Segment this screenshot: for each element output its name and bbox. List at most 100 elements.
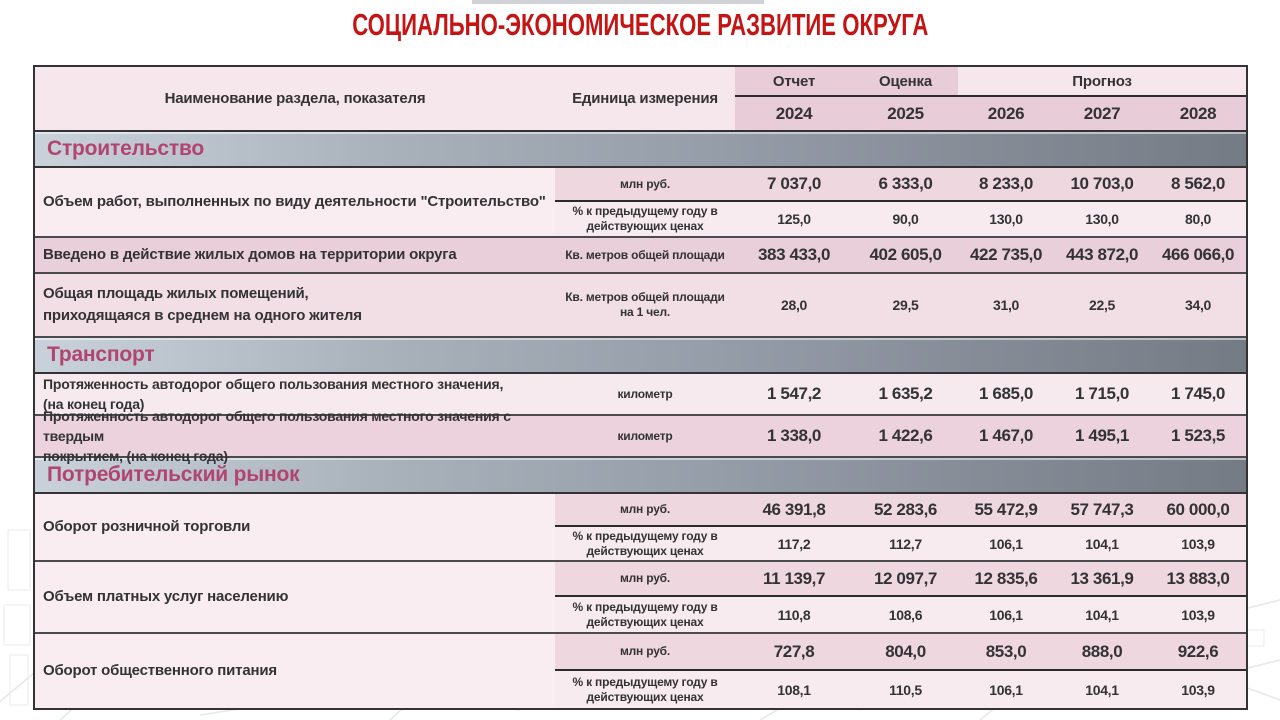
- value-2025: 52 283,6: [853, 494, 958, 527]
- header-year-2026: 2026: [958, 97, 1054, 130]
- value-2026: 12 835,6: [958, 562, 1054, 597]
- value-2027: 10 703,0: [1054, 168, 1150, 202]
- row-unit: млн руб.: [555, 562, 735, 597]
- value-2024: 383 433,0: [735, 238, 853, 272]
- header-year-2027: 2027: [1054, 97, 1150, 130]
- table-row: Общая площадь жилых помещений, приходяща…: [35, 274, 1246, 338]
- slide-header: СОЦИАЛЬНО-ЭКОНОМИЧЕСКОЕ РАЗВИТИЕ ОКРУГА: [0, 8, 1280, 42]
- value-2027: 130,0: [1054, 202, 1150, 236]
- value-2024: 11 139,7: [735, 562, 853, 597]
- row-label: Протяженность автодорог общего пользован…: [35, 374, 555, 414]
- value-2025: 108,6: [853, 597, 958, 632]
- value-2024: 125,0: [735, 202, 853, 236]
- value-2027: 443 872,0: [1054, 238, 1150, 272]
- header-estimate: Оценка: [853, 67, 958, 97]
- value-2024: 1 338,0: [735, 416, 853, 456]
- section-title: Строительство: [47, 137, 205, 160]
- value-2027: 57 747,3: [1054, 494, 1150, 527]
- row-label: Введено в действие жилых домов на террит…: [35, 238, 555, 272]
- value-2027: 13 361,9: [1054, 562, 1150, 597]
- value-2025: 90,0: [853, 202, 958, 236]
- value-2027: 104,1: [1054, 527, 1150, 560]
- table-row: Оборот розничной торговли млн руб. 46 39…: [35, 494, 1246, 562]
- value-2026: 130,0: [958, 202, 1054, 236]
- table-header: Наименование раздела, показателя Единица…: [35, 67, 1246, 132]
- value-2026: 1 685,0: [958, 374, 1054, 414]
- row-unit: километр: [555, 374, 735, 414]
- header-name-column: Наименование раздела, показателя: [35, 67, 555, 130]
- value-2027: 104,1: [1054, 671, 1150, 708]
- value-2028: 80,0: [1150, 202, 1246, 236]
- value-2025: 112,7: [853, 527, 958, 560]
- section-header-transport: Транспорт: [35, 338, 1246, 374]
- value-2027: 888,0: [1054, 634, 1150, 671]
- value-2026: 422 735,0: [958, 238, 1054, 272]
- row-label: Общая площадь жилых помещений, приходяща…: [35, 274, 555, 336]
- table-row: Объем работ, выполненных по виду деятель…: [35, 168, 1246, 238]
- value-2024: 7 037,0: [735, 168, 853, 202]
- value-2027: 104,1: [1054, 597, 1150, 632]
- value-2028: 103,9: [1150, 527, 1246, 560]
- value-2024: 108,1: [735, 671, 853, 708]
- row-unit: % к предыдущему году в действующих ценах: [555, 597, 735, 632]
- value-2024: 727,8: [735, 634, 853, 671]
- value-2024: 1 547,2: [735, 374, 853, 414]
- row-unit: Кв. метров общей площади на 1 чел.: [555, 274, 735, 336]
- header-year-2028: 2028: [1150, 97, 1246, 130]
- value-2028: 466 066,0: [1150, 238, 1246, 272]
- value-2025: 6 333,0: [853, 168, 958, 202]
- row-label: Объем работ, выполненных по виду деятель…: [35, 168, 555, 236]
- row-unit: млн руб.: [555, 494, 735, 527]
- row-label: Оборот розничной торговли: [35, 494, 555, 560]
- value-2027: 1 495,1: [1054, 416, 1150, 456]
- row-unit: млн руб.: [555, 168, 735, 202]
- value-2027: 22,5: [1054, 274, 1150, 336]
- value-2026: 106,1: [958, 671, 1054, 708]
- section-header-construction: Строительство: [35, 132, 1246, 168]
- header-unit-column: Единица измерения: [555, 67, 735, 130]
- row-unit: % к предыдущему году в действующих ценах: [555, 527, 735, 560]
- table-row: Объем платных услуг населению млн руб. 1…: [35, 562, 1246, 634]
- section-title: Потребительский рынок: [47, 463, 300, 486]
- value-2026: 106,1: [958, 597, 1054, 632]
- value-2025: 1 635,2: [853, 374, 958, 414]
- value-2025: 1 422,6: [853, 416, 958, 456]
- row-unit: млн руб.: [555, 634, 735, 671]
- value-2028: 103,9: [1150, 671, 1246, 708]
- value-2025: 110,5: [853, 671, 958, 708]
- value-2028: 922,6: [1150, 634, 1246, 671]
- table-row: Оборот общественного питания млн руб. 72…: [35, 634, 1246, 708]
- value-2028: 1 745,0: [1150, 374, 1246, 414]
- value-2026: 1 467,0: [958, 416, 1054, 456]
- table-row: Протяженность автодорог общего пользован…: [35, 408, 1246, 464]
- value-2026: 55 472,9: [958, 494, 1054, 527]
- row-unit: Кв. метров общей площади: [555, 238, 735, 272]
- value-2028: 103,9: [1150, 597, 1246, 632]
- header-report: Отчет: [735, 67, 853, 97]
- value-2028: 60 000,0: [1150, 494, 1246, 527]
- value-2025: 29,5: [853, 274, 958, 336]
- value-2024: 28,0: [735, 274, 853, 336]
- table-row: Введено в действие жилых домов на террит…: [35, 238, 1246, 274]
- header-forecast: Прогноз: [958, 67, 1246, 97]
- value-2026: 853,0: [958, 634, 1054, 671]
- value-2026: 106,1: [958, 527, 1054, 560]
- section-title: Транспорт: [47, 343, 155, 366]
- page-title: СОЦИАЛЬНО-ЭКОНОМИЧЕСКОЕ РАЗВИТИЕ ОКРУГА: [351, 8, 929, 42]
- value-2028: 8 562,0: [1150, 168, 1246, 202]
- section-header-consumer-market: Потребительский рынок: [35, 458, 1246, 494]
- value-2026: 31,0: [958, 274, 1054, 336]
- value-2028: 1 523,5: [1150, 416, 1246, 456]
- header-year-2025: 2025: [853, 97, 958, 130]
- row-label: Объем платных услуг населению: [35, 562, 555, 632]
- header-year-2024: 2024: [735, 97, 853, 130]
- row-unit: % к предыдущему году в действующих ценах: [555, 202, 735, 236]
- indicators-table: Наименование раздела, показателя Единица…: [33, 65, 1248, 710]
- value-2025: 402 605,0: [853, 238, 958, 272]
- value-2028: 34,0: [1150, 274, 1246, 336]
- row-unit: % к предыдущему году в действующих ценах: [555, 671, 735, 708]
- table-row: Протяженность автодорог общего пользован…: [35, 374, 1246, 416]
- row-label: Оборот общественного питания: [35, 634, 555, 708]
- row-label: Протяженность автодорог общего пользован…: [35, 408, 555, 464]
- value-2024: 46 391,8: [735, 494, 853, 527]
